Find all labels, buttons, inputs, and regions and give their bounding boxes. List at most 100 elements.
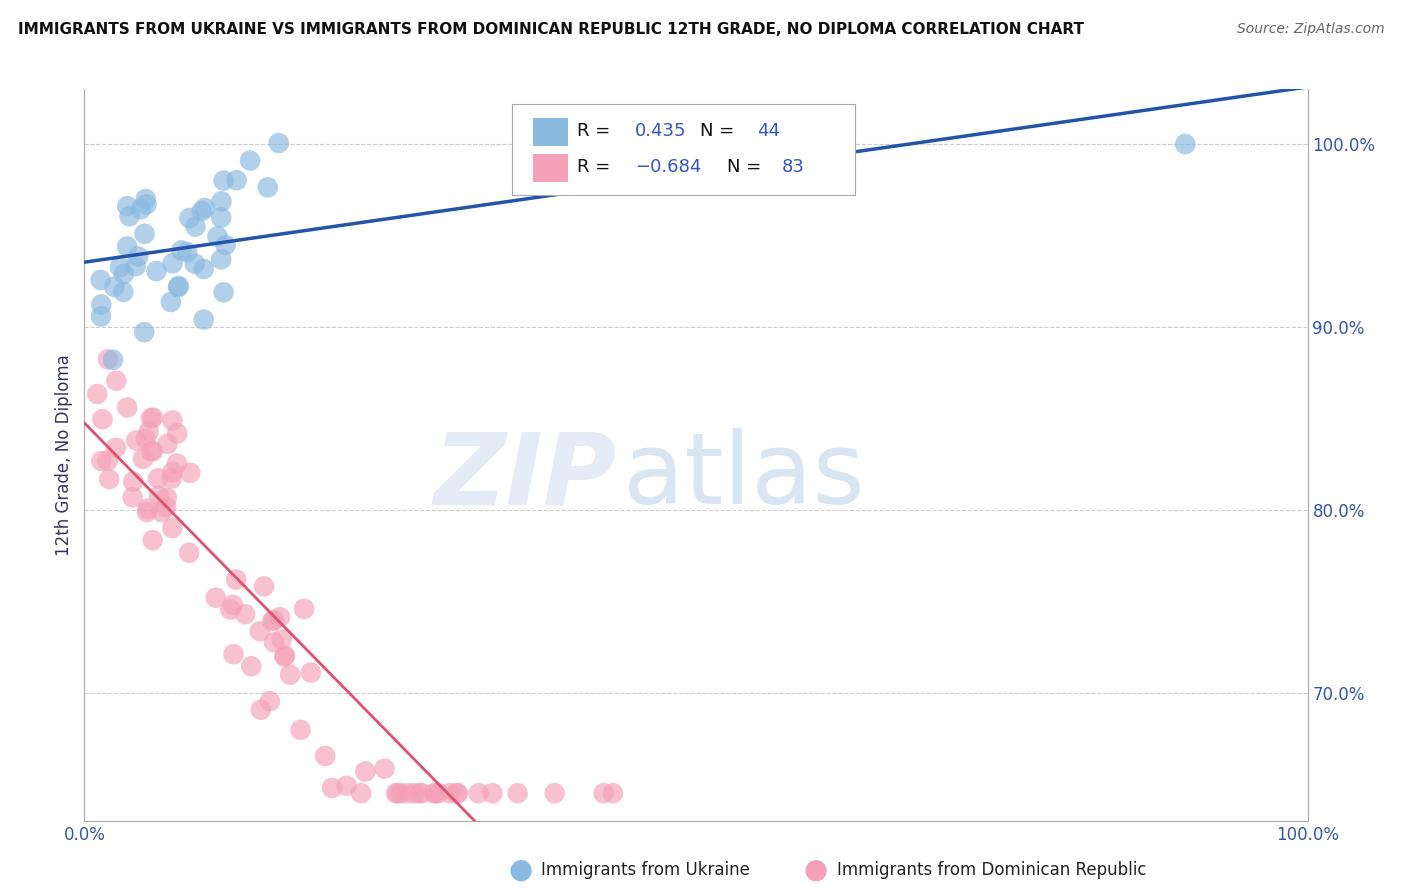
Point <box>299 665 322 680</box>
Point <box>121 491 143 505</box>
Point <box>135 432 157 446</box>
Point <box>481 786 503 800</box>
Point <box>350 786 373 800</box>
Point <box>179 466 201 480</box>
Point <box>125 259 148 273</box>
Point <box>141 444 163 458</box>
Point <box>183 257 205 271</box>
Point <box>150 505 173 519</box>
Point <box>204 591 226 605</box>
Point <box>179 211 201 225</box>
Point <box>249 703 271 717</box>
Point <box>389 786 412 800</box>
Point <box>139 411 162 425</box>
Text: 0.435: 0.435 <box>636 122 686 140</box>
Point <box>156 437 179 451</box>
Point <box>209 211 232 225</box>
Text: N =: N = <box>727 159 766 177</box>
Point <box>263 635 285 649</box>
Point <box>134 227 156 241</box>
Point <box>162 466 184 480</box>
Point <box>170 244 193 258</box>
Text: R =: R = <box>578 122 616 140</box>
Point <box>411 786 433 800</box>
Text: IMMIGRANTS FROM UKRAINE VS IMMIGRANTS FROM DOMINICAN REPUBLIC 12TH GRADE, NO DIP: IMMIGRANTS FROM UKRAINE VS IMMIGRANTS FR… <box>18 22 1084 37</box>
Point <box>269 610 291 624</box>
Point <box>240 659 263 673</box>
Point <box>167 280 190 294</box>
Point <box>101 352 124 367</box>
Point <box>190 204 212 219</box>
Point <box>374 762 396 776</box>
Point <box>446 786 468 800</box>
Point <box>467 786 489 800</box>
Point <box>263 613 285 627</box>
Point <box>127 250 149 264</box>
Text: R =: R = <box>578 159 616 177</box>
Point <box>135 192 157 206</box>
Point <box>194 201 217 215</box>
Point <box>112 267 135 281</box>
Point <box>396 786 419 800</box>
Point <box>193 261 215 276</box>
Point <box>142 533 165 548</box>
Point <box>135 505 157 519</box>
Point <box>219 602 242 616</box>
Point <box>115 199 138 213</box>
Point <box>155 500 177 515</box>
Text: N =: N = <box>700 122 740 140</box>
Point <box>184 219 207 234</box>
Point <box>336 779 359 793</box>
Point <box>259 694 281 708</box>
Point <box>156 491 179 505</box>
Point <box>290 723 312 737</box>
Point <box>423 786 446 800</box>
Point <box>447 786 470 800</box>
Text: 44: 44 <box>758 122 780 140</box>
Point <box>233 607 256 622</box>
Point <box>321 780 343 795</box>
Point <box>125 434 148 448</box>
Point <box>427 786 450 800</box>
FancyBboxPatch shape <box>513 103 855 195</box>
Point <box>222 598 245 612</box>
Point <box>160 295 183 310</box>
Point <box>148 489 170 503</box>
Point <box>225 573 247 587</box>
Point <box>402 786 425 800</box>
Point <box>90 310 112 324</box>
Point <box>90 454 112 468</box>
Y-axis label: 12th Grade, No Diploma: 12th Grade, No Diploma <box>55 354 73 556</box>
Point <box>387 786 409 800</box>
Point <box>97 454 120 468</box>
Point <box>239 153 262 168</box>
Point <box>166 457 188 471</box>
Point <box>138 425 160 439</box>
Point <box>207 229 229 244</box>
Point <box>176 245 198 260</box>
Point <box>115 401 138 415</box>
Point <box>439 786 461 800</box>
Bar <box>533 118 568 145</box>
Point <box>385 786 408 800</box>
Text: −0.684: −0.684 <box>636 159 702 177</box>
Point <box>274 648 297 663</box>
Point <box>506 786 529 800</box>
Point <box>167 279 190 293</box>
Point <box>142 410 165 425</box>
Point <box>162 256 184 270</box>
Text: ZIP: ZIP <box>433 428 616 525</box>
Point <box>267 136 290 150</box>
Point <box>273 649 295 664</box>
Point <box>292 602 315 616</box>
Point <box>592 786 614 800</box>
Point <box>103 280 125 294</box>
Point <box>86 387 108 401</box>
Point <box>212 285 235 300</box>
Point <box>129 202 152 217</box>
Text: ●: ● <box>508 855 533 884</box>
Point <box>278 667 301 681</box>
Point <box>425 786 447 800</box>
Point <box>602 786 624 800</box>
Point <box>91 412 114 426</box>
